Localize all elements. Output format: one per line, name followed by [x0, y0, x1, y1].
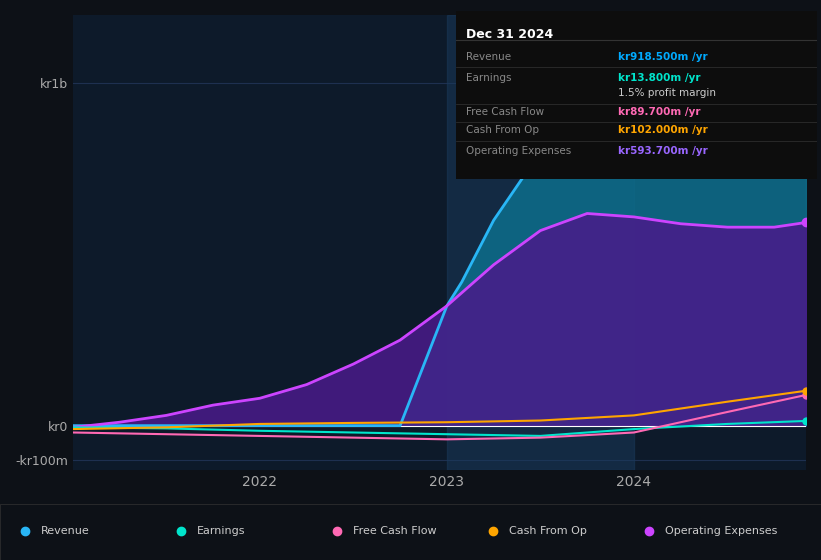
- Text: Operating Expenses: Operating Expenses: [466, 146, 571, 156]
- Text: kr593.700m /yr: kr593.700m /yr: [618, 146, 708, 156]
- Text: Earnings: Earnings: [466, 73, 512, 83]
- Text: Cash From Op: Cash From Op: [509, 526, 587, 536]
- Text: Free Cash Flow: Free Cash Flow: [353, 526, 437, 536]
- Text: kr918.500m /yr: kr918.500m /yr: [618, 52, 708, 62]
- Text: Free Cash Flow: Free Cash Flow: [466, 107, 544, 117]
- Text: Revenue: Revenue: [466, 52, 511, 62]
- Text: kr102.000m /yr: kr102.000m /yr: [618, 125, 708, 136]
- Text: Cash From Op: Cash From Op: [466, 125, 539, 136]
- Bar: [447, 15, 634, 470]
- Text: Dec 31 2024: Dec 31 2024: [466, 28, 553, 41]
- Text: 1.5% profit margin: 1.5% profit margin: [618, 88, 716, 99]
- Text: kr89.700m /yr: kr89.700m /yr: [618, 107, 700, 117]
- Text: Earnings: Earnings: [197, 526, 245, 536]
- Text: Operating Expenses: Operating Expenses: [665, 526, 777, 536]
- Text: Revenue: Revenue: [41, 526, 89, 536]
- Text: kr13.800m /yr: kr13.800m /yr: [618, 73, 700, 83]
